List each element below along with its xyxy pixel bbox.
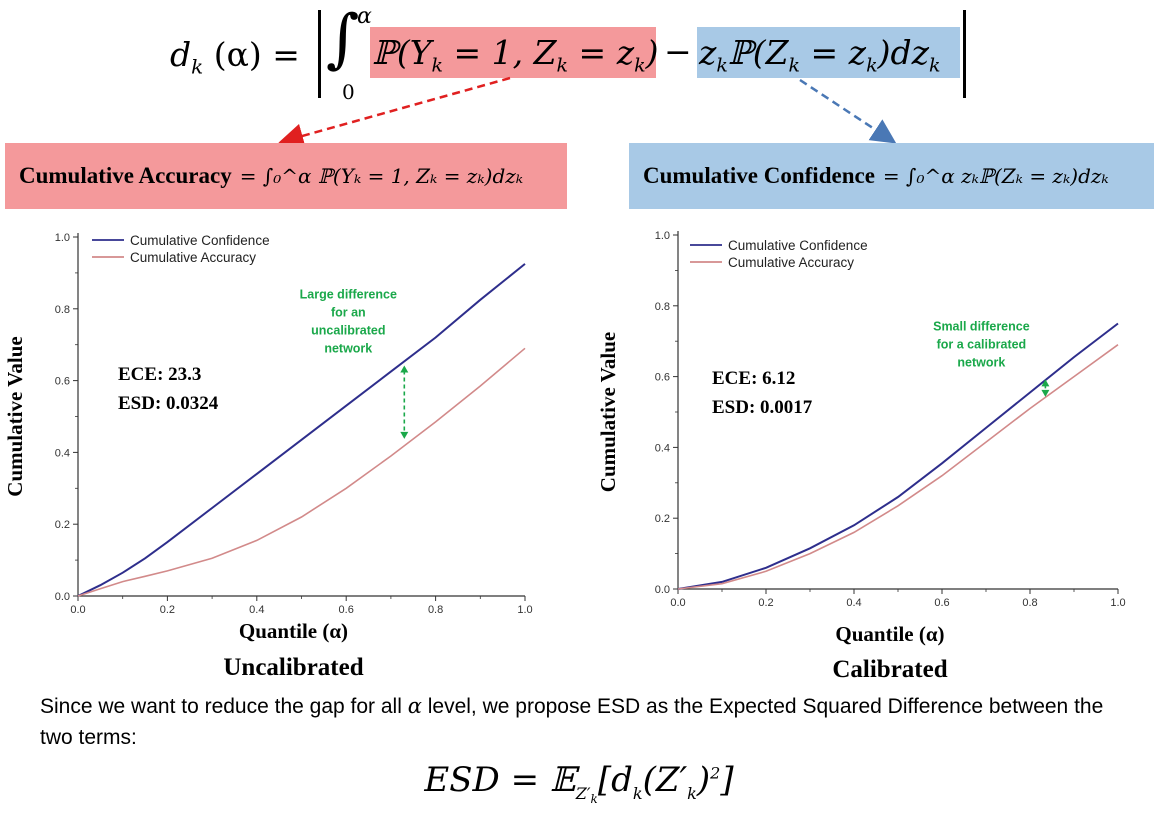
y-tick-label: 0.4 bbox=[655, 442, 670, 454]
difference-arrow-head-top bbox=[1041, 379, 1050, 387]
equation-lhs: dk (α) = bbox=[170, 35, 300, 79]
top-equation: dk (α) = ∫ α 0 ℙ(Yk = 1, Zk = zk) − zkℙ(… bbox=[0, 0, 1158, 110]
y-tick-label: 1.0 bbox=[655, 230, 670, 242]
annotation-text: Small difference bbox=[933, 319, 1030, 333]
x-tick-label: 0.4 bbox=[249, 604, 264, 616]
y-tick-label: 0.6 bbox=[655, 372, 670, 384]
abs-bar-left bbox=[318, 10, 321, 98]
y-tick-label: 0.8 bbox=[55, 304, 70, 316]
y-axis-label: Cumulative Value bbox=[596, 332, 620, 492]
x-tick-label: 0.2 bbox=[160, 604, 175, 616]
annotation-text: uncalibrated bbox=[311, 323, 385, 337]
x-tick-label: 0.4 bbox=[846, 597, 861, 609]
abs-bar-right bbox=[963, 10, 966, 98]
confidence-series-line bbox=[77, 263, 526, 597]
legend: Cumulative Confidence Cumulative Accuracy bbox=[690, 238, 868, 270]
x-tick-label: 0.0 bbox=[70, 604, 85, 616]
esd-value: ESD: 0.0324 bbox=[118, 393, 219, 414]
integral-lower-limit: 0 bbox=[342, 80, 355, 104]
annotation-text: for an bbox=[331, 305, 366, 319]
esd-equation: ESD = 𝔼Z′k[dk(Z′k)2] bbox=[424, 760, 734, 806]
uncalibrated-chart: 0.0 0.2 0.4 0.6 0.8 1.0 0.0 0.2 0.4 0.6 0.8 1.0 Cumu… bbox=[3, 232, 533, 681]
ece-value: ECE: 23.3 bbox=[118, 364, 201, 385]
annotation-text: network bbox=[324, 341, 372, 355]
x-axis-label: Quantile (α) bbox=[239, 619, 348, 643]
cumulative-accuracy-definition: Cumulative Accuracy = ∫₀^α ℙ(Yₖ = 1, Zₖ … bbox=[5, 143, 567, 209]
x-tick-label: 0.8 bbox=[428, 604, 443, 616]
legend-label: Cumulative Accuracy bbox=[130, 250, 256, 265]
x-tick-label: 0.6 bbox=[934, 597, 949, 609]
legend: Cumulative Confidence Cumulative Accuracy bbox=[92, 233, 270, 265]
x-tick-label: 1.0 bbox=[1110, 597, 1125, 609]
accuracy-series-line bbox=[677, 344, 1119, 590]
annotation-text: for a calibrated bbox=[937, 337, 1027, 351]
chart-title: Uncalibrated bbox=[223, 654, 363, 681]
x-tick-label: 0.6 bbox=[339, 604, 354, 616]
confidence-series-line bbox=[677, 322, 1119, 590]
minus-sign: − bbox=[664, 32, 692, 71]
annotation-text: Large difference bbox=[300, 287, 397, 301]
difference-arrow-head-top bbox=[400, 365, 409, 373]
y-tick-label: 0.6 bbox=[55, 376, 70, 388]
y-tick-label: 0.8 bbox=[655, 301, 670, 313]
annotation-text: network bbox=[957, 355, 1005, 369]
x-tick-label: 0.8 bbox=[1022, 597, 1037, 609]
esd-value: ESD: 0.0017 bbox=[712, 397, 813, 418]
accuracy-series-line bbox=[77, 347, 526, 597]
x-tick-label: 0.0 bbox=[670, 597, 685, 609]
blue-dashed-arrow bbox=[799, 78, 897, 144]
ece-value: ECE: 6.12 bbox=[712, 368, 795, 389]
cumulative-confidence-definition: Cumulative Confidence = ∫₀^α zₖℙ(Zₖ = zₖ… bbox=[629, 143, 1154, 209]
accuracy-label: Cumulative Accuracy bbox=[19, 163, 232, 188]
connector-arrows bbox=[278, 76, 897, 149]
y-tick-label: 0.2 bbox=[655, 513, 670, 525]
difference-arrow-head-bottom bbox=[400, 431, 409, 439]
confidence-term-highlight: zkℙ(Zk = zk)dzk bbox=[697, 27, 960, 78]
x-tick-label: 0.2 bbox=[758, 597, 773, 609]
red-dashed-arrow bbox=[278, 76, 511, 149]
x-tick-label: 1.0 bbox=[517, 604, 532, 616]
explanation-text: Since we want to reduce the gap for all … bbox=[40, 694, 1104, 749]
accuracy-term-highlight: ℙ(Yk = 1, Zk = zk) bbox=[370, 27, 658, 78]
difference-arrow-head-bottom bbox=[1041, 389, 1050, 397]
calibrated-chart: 0.0 0.2 0.4 0.6 0.8 1.0 0.0 0.2 0.4 0.6 0.8 1.0 Cumu… bbox=[596, 230, 1126, 683]
y-tick-label: 0.2 bbox=[55, 519, 70, 531]
integral-sign: ∫ bbox=[326, 2, 360, 76]
confidence-label: Cumulative Confidence bbox=[643, 163, 875, 188]
y-tick-label: 0.0 bbox=[55, 591, 70, 603]
y-tick-label: 0.4 bbox=[55, 447, 70, 459]
legend-label: Cumulative Confidence bbox=[130, 233, 270, 248]
chart-title: Calibrated bbox=[832, 656, 947, 683]
y-tick-label: 1.0 bbox=[55, 232, 70, 244]
legend-label: Cumulative Confidence bbox=[728, 238, 868, 253]
x-axis-label: Quantile (α) bbox=[835, 622, 944, 646]
legend-label: Cumulative Accuracy bbox=[728, 255, 854, 270]
accuracy-formula: = ∫₀^α ℙ(Yₖ = 1, Zₖ = zₖ)dzₖ bbox=[239, 164, 524, 188]
y-axis-label: Cumulative Value bbox=[3, 336, 27, 496]
confidence-formula: = ∫₀^α zₖℙ(Zₖ = zₖ)dzₖ bbox=[882, 164, 1109, 188]
y-tick-label: 0.0 bbox=[655, 584, 670, 596]
integral-upper-limit: α bbox=[357, 4, 372, 29]
